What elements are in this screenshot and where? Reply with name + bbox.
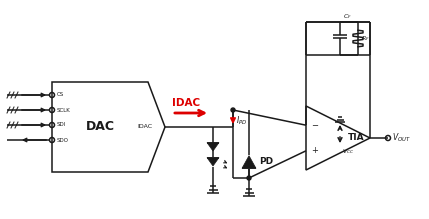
Text: $I_{PD}$: $I_{PD}$ [236,115,248,127]
Text: +: + [311,146,318,155]
Polygon shape [242,156,256,168]
Text: SDI: SDI [57,122,66,127]
Polygon shape [207,143,219,151]
Text: −: − [311,121,318,130]
Text: SCLK: SCLK [57,108,71,113]
Text: CS: CS [57,92,64,97]
Text: PD: PD [259,157,273,166]
Text: IDAC: IDAC [137,124,153,129]
Circle shape [247,176,251,180]
Text: SDO: SDO [57,138,69,143]
Text: $R_F$: $R_F$ [361,34,370,43]
Text: $C_F$: $C_F$ [343,12,352,21]
Text: $V_{CC}$: $V_{CC}$ [342,147,354,156]
Circle shape [231,108,235,112]
Text: TIA: TIA [348,134,365,143]
Text: DAC: DAC [85,120,115,134]
Text: IDAC: IDAC [172,98,200,108]
Polygon shape [207,158,219,166]
Text: $V_{OUT}$: $V_{OUT}$ [392,132,411,144]
